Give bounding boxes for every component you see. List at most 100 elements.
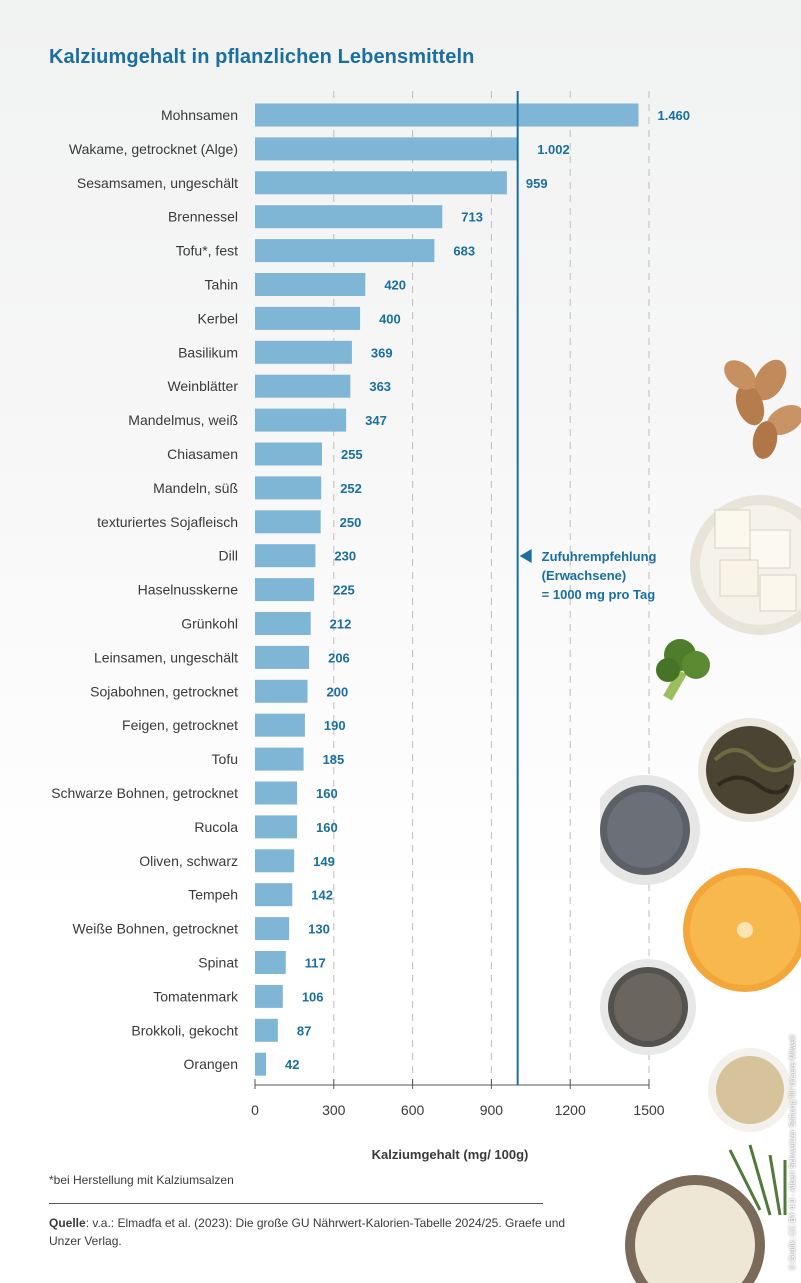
value-label: 230 — [334, 549, 356, 564]
bar — [255, 713, 305, 737]
value-label: 190 — [324, 718, 346, 733]
bar — [255, 781, 298, 805]
category-label: Rucola — [194, 819, 238, 835]
category-label: Haselnusskerne — [138, 582, 239, 598]
value-label: 117 — [305, 956, 326, 971]
sesame-bowl-image — [625, 1175, 765, 1283]
bar — [255, 510, 321, 534]
bar — [255, 137, 519, 161]
value-label: 250 — [340, 515, 362, 530]
bar — [255, 951, 286, 974]
value-label: 160 — [316, 786, 338, 801]
category-label: Tahin — [205, 277, 238, 293]
bar — [255, 476, 322, 500]
category-label: Brennessel — [168, 209, 238, 225]
divider — [49, 1203, 543, 1204]
x-tick-label: 600 — [401, 1102, 425, 1118]
bar — [255, 883, 293, 907]
category-label: Tempeh — [188, 887, 238, 903]
value-label: 160 — [316, 820, 338, 835]
bar — [255, 103, 639, 127]
bar — [255, 679, 308, 703]
tofu-bowl-image — [690, 495, 801, 635]
value-label: 142 — [311, 888, 333, 903]
category-label: Tomatenmark — [153, 988, 239, 1004]
bar — [255, 984, 283, 1008]
value-label: 206 — [328, 650, 350, 665]
x-tick-label: 1200 — [555, 1102, 586, 1118]
value-label: 959 — [526, 176, 548, 191]
bar — [255, 205, 443, 229]
category-label: Mandeln, süß — [153, 480, 238, 496]
bar — [255, 645, 310, 669]
reference-label: (Erwachsene) — [542, 568, 627, 583]
bar — [255, 306, 361, 330]
bar — [255, 1052, 267, 1076]
category-label: Mohnsamen — [161, 107, 238, 123]
value-label: 363 — [369, 379, 391, 394]
value-label: 252 — [340, 481, 362, 496]
bar — [255, 578, 315, 602]
food-decoration — [600, 359, 801, 1283]
value-label: 683 — [453, 244, 475, 259]
chart-title: Kalziumgehalt in pflanzlichen Lebensmitt… — [49, 46, 475, 68]
category-label: Kerbel — [198, 310, 238, 326]
category-label: Leinsamen, ungeschält — [94, 649, 238, 665]
category-label: Brokkoli, gekocht — [131, 1022, 238, 1038]
value-label: 225 — [333, 583, 355, 598]
bar — [255, 612, 311, 635]
reference-arrow — [519, 549, 532, 563]
category-label: Spinat — [198, 955, 238, 971]
category-label: Weiße Bohnen, getrocknet — [72, 921, 238, 937]
x-tick-label: 900 — [480, 1102, 504, 1118]
category-label: Dill — [219, 548, 238, 564]
source-note: Quelle: v.a.: Elmadfa et al. (2023): Die… — [49, 1214, 569, 1250]
value-label: 212 — [330, 617, 352, 632]
value-label: 106 — [302, 989, 324, 1004]
category-label: Schwarze Bohnen, getrocknet — [51, 785, 238, 801]
x-axis-title: Kalziumgehalt (mg/ 100g) — [372, 1147, 529, 1162]
category-label: Sojabohnen, getrocknet — [90, 683, 238, 699]
value-label: 87 — [297, 1023, 311, 1038]
category-label: Tofu — [212, 751, 238, 767]
category-label: Mandelmus, weiß — [128, 412, 238, 428]
bar — [255, 273, 366, 296]
category-label: Wakame, getrocknet (Alge) — [69, 141, 238, 157]
x-tick-label: 1500 — [633, 1102, 664, 1118]
reference-label: = 1000 mg pro Tag — [542, 587, 656, 602]
category-label: Sesamsamen, ungeschält — [77, 175, 238, 191]
category-label: Weinblätter — [167, 378, 238, 394]
value-label: 185 — [323, 752, 345, 767]
category-label: Tofu*, fest — [176, 243, 238, 259]
dill-image — [728, 1144, 787, 1216]
value-label: 42 — [285, 1057, 299, 1072]
footnote: *bei Herstellung mit Kalziumsalzen — [49, 1173, 234, 1187]
value-label: 130 — [308, 922, 330, 937]
tahini-jug-image — [708, 1048, 792, 1132]
bar — [255, 544, 316, 568]
category-label: Oliven, schwarz — [139, 853, 238, 869]
bar — [255, 340, 352, 364]
category-label: Orangen — [184, 1056, 238, 1072]
chia-seed-bowl-image — [600, 959, 696, 1055]
source-label: Quelle — [49, 1216, 86, 1230]
bar — [255, 171, 507, 195]
category-label: Feigen, getrocknet — [122, 717, 238, 733]
credit-text: © Grafik: CC BY 4.0 - Albert Schweitzer … — [788, 1034, 797, 1270]
poppy-seed-bowl-image — [600, 775, 700, 885]
x-tick-label: 300 — [322, 1102, 346, 1118]
category-label: Chiasamen — [167, 446, 238, 462]
bar — [255, 1018, 278, 1042]
orange-image — [683, 868, 801, 992]
value-label: 1.002 — [537, 142, 570, 157]
reference-label: Zufuhrempfehlung — [542, 549, 657, 564]
bar — [255, 917, 290, 941]
value-label: 200 — [327, 684, 349, 699]
bar — [255, 747, 304, 771]
value-label: 400 — [379, 311, 401, 326]
value-label: 1.460 — [657, 108, 690, 123]
bar — [255, 442, 322, 466]
broccoli-image — [656, 639, 710, 701]
value-label: 713 — [461, 210, 483, 225]
